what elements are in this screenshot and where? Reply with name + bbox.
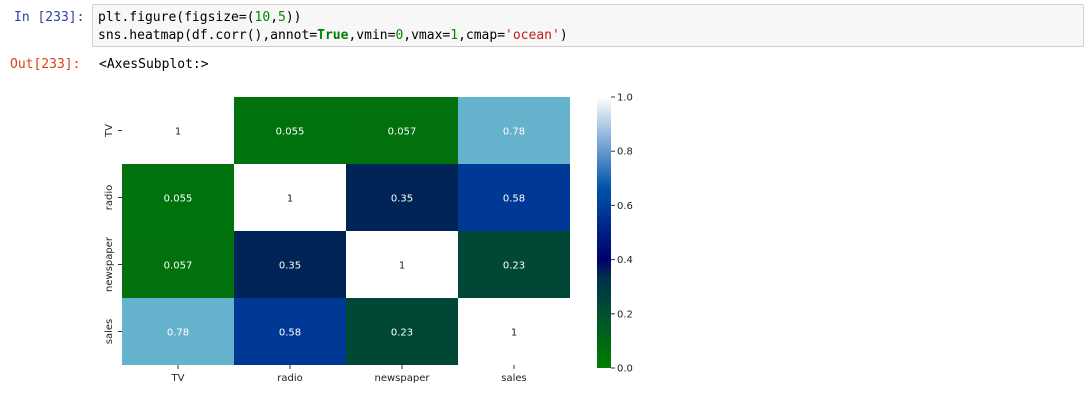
colorbar-tick-label: 0.0 (617, 364, 633, 375)
y-tick-label: radio (104, 185, 115, 210)
code-token: )) (285, 10, 302, 25)
heatmap-annotation: 0.055 (276, 127, 305, 138)
colorbar (597, 97, 611, 368)
heatmap-annotation: 0.23 (503, 261, 525, 272)
code-token: 5 (278, 10, 286, 25)
code-token: , (270, 10, 279, 25)
heatmap-annotation: 0.23 (391, 328, 413, 339)
x-tick-label: TV (171, 373, 185, 384)
heatmap-annotation: 0.055 (164, 194, 193, 205)
colorbar-tick-label: 0.4 (617, 255, 633, 266)
heatmap-cell (346, 298, 458, 365)
code-line-1: plt.figure(figsize=(10,5)) (98, 10, 302, 25)
code-token: 10 (254, 10, 271, 25)
heatmap-cell (122, 231, 234, 298)
code-line-2: sns.heatmap(df.corr(),annot=True,vmin=0,… (98, 28, 568, 43)
heatmap-annotation: 0.58 (279, 328, 301, 339)
heatmap-annotation: 1 (287, 194, 293, 205)
heatmap-annotation: 0.78 (503, 127, 525, 138)
heatmap-annotation: 0.057 (388, 127, 417, 138)
heatmap-cell (458, 164, 570, 231)
code-token: ,vmin= (348, 28, 396, 43)
heatmap-annotation: 0.35 (279, 261, 301, 272)
y-tick-label: newspaper (104, 236, 115, 292)
code-token: 1 (450, 28, 459, 43)
heatmap-cell (122, 97, 234, 164)
code-token: ,cmap= (458, 28, 506, 43)
colorbar-tick-label: 0.2 (617, 309, 633, 320)
heatmap-annotation: 0.78 (167, 328, 189, 339)
y-tick-label: TV (104, 124, 115, 138)
heatmap-annotation: 0.057 (164, 261, 193, 272)
colorbar-tick-label: 0.6 (617, 201, 633, 212)
x-tick-label: sales (501, 373, 526, 384)
y-tick-label: sales (104, 319, 115, 344)
heatmap-annotation: 1 (511, 328, 517, 339)
code-token: 0 (395, 28, 404, 43)
heatmap-cell (234, 298, 346, 365)
code-token: True (317, 28, 349, 43)
code-token: ,vmax= (403, 28, 451, 43)
x-tick-label: radio (277, 373, 302, 384)
code-token: 'ocean' (505, 28, 560, 43)
heatmap-cell (346, 164, 458, 231)
code-cell-input[interactable]: plt.figure(figsize=(10,5)) sns.heatmap(d… (92, 4, 1084, 47)
colorbar-tick-label: 0.8 (617, 147, 633, 158)
heatmap-annotation: 1 (399, 261, 405, 272)
heatmap-cell (346, 97, 458, 164)
heatmap-cell (122, 298, 234, 365)
heatmap-cell (458, 231, 570, 298)
input-prompt: In [233]: (14, 10, 85, 25)
heatmap-annotation: 1 (175, 127, 181, 138)
x-tick-label: newspaper (375, 373, 431, 384)
colorbar-tick-label: 1.0 (617, 93, 633, 104)
output-text: <AxesSubplot:> (99, 57, 209, 72)
code-token: sns.heatmap(df.corr(),annot= (98, 28, 318, 43)
heatmap-cell (234, 97, 346, 164)
heatmap-cell (458, 97, 570, 164)
heatmap-cell (346, 231, 458, 298)
heatmap-cell (458, 298, 570, 365)
heatmap-cell (234, 164, 346, 231)
heatmap-annotation: 0.58 (503, 194, 525, 205)
code-token: plt.figure(figsize=( (98, 10, 255, 25)
code-token: ) (559, 28, 568, 43)
heatmap-annotation: 0.35 (391, 194, 413, 205)
output-prompt: Out[233]: (10, 57, 81, 72)
heatmap-cell (122, 164, 234, 231)
heatmap-cell (234, 231, 346, 298)
